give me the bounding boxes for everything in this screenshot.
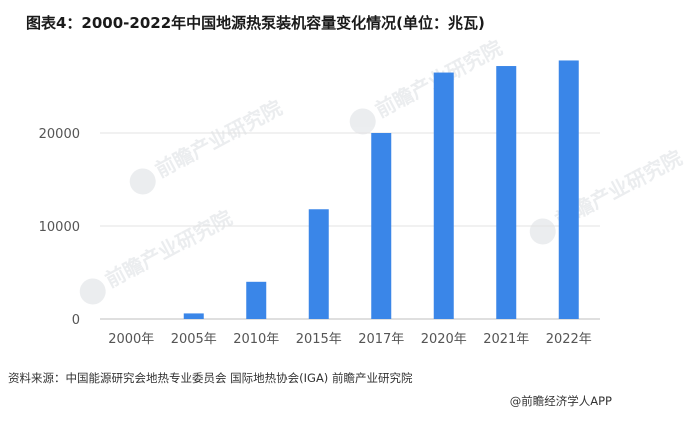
bar [183,313,204,319]
bar [433,72,454,319]
x-tick-label: 2015年 [296,332,342,347]
bar [496,66,517,319]
bar [371,133,392,319]
chart-title: 图表4：2000-2022年中国地源热泵装机容量变化情况(单位：兆瓦) [26,14,485,32]
source-note: 资料来源：中国能源研究会地热专业委员会 国际地热协会(IGA) 前瞻产业研究院 [8,371,413,385]
bar [558,60,579,320]
x-tick-label: 2021年 [483,332,529,347]
x-tick-label: 2017年 [358,332,404,347]
x-tick-label: 2020年 [421,332,467,347]
y-tick-label: 0 [72,313,80,328]
credit-note: @前瞻经济学人APP [509,394,612,408]
bar [308,209,329,319]
x-tick-label: 2010年 [233,332,279,347]
x-tick-label: 2005年 [171,332,217,347]
x-tick-label: 2000年 [108,332,154,347]
y-tick-label: 10000 [39,220,80,235]
x-tick-label: 2022年 [546,332,592,347]
y-tick-label: 20000 [39,127,80,142]
bar [246,281,267,319]
